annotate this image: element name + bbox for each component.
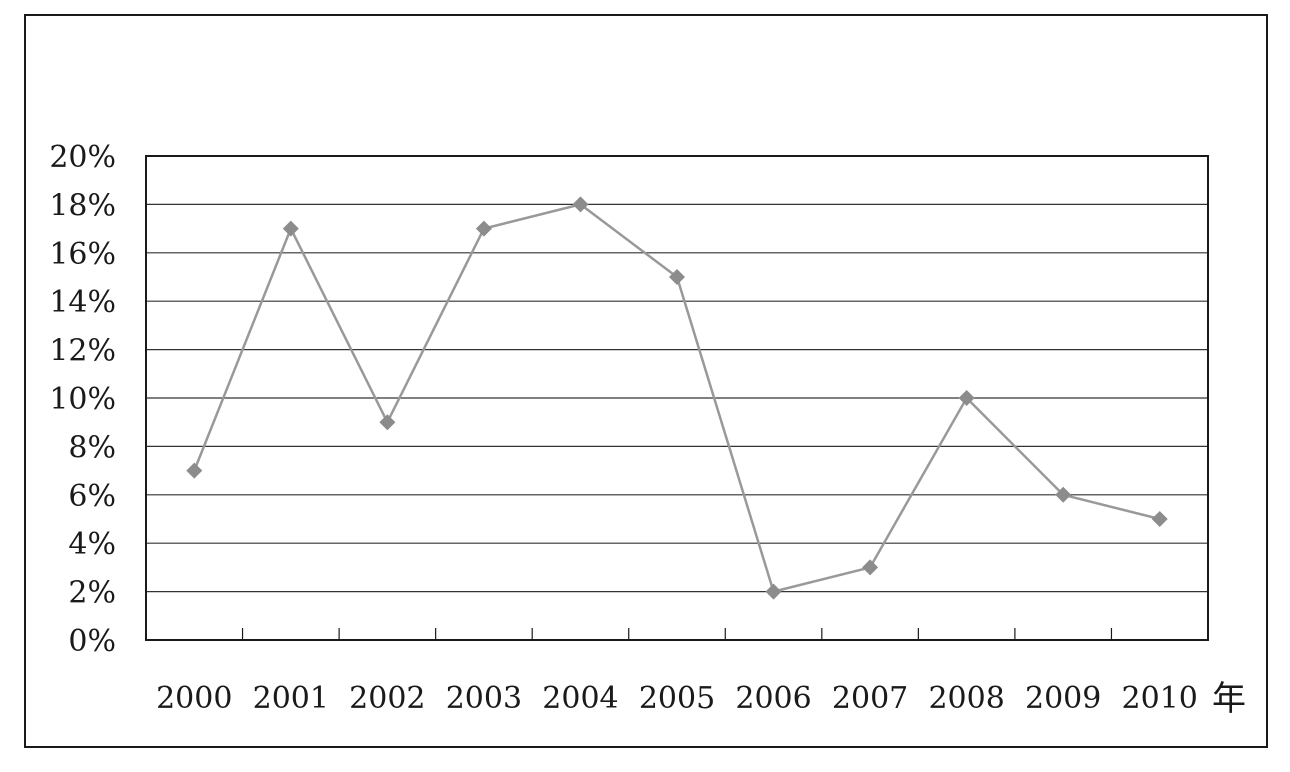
data-point-marker bbox=[862, 559, 879, 576]
x-tick-label: 2007 bbox=[832, 681, 908, 716]
y-axis-tick-labels: 0% 2% 4% 6% 8% 10% 12% 14% 16% 18% 20% bbox=[49, 140, 116, 659]
y-tick-label: 14% bbox=[49, 285, 116, 320]
x-tick-label: 2001 bbox=[253, 681, 329, 716]
data-point-marker bbox=[186, 462, 203, 479]
x-tick-label: 2002 bbox=[349, 681, 425, 716]
data-point-marker bbox=[958, 390, 975, 406]
y-tick-label: 12% bbox=[49, 334, 116, 369]
data-point-marker bbox=[669, 269, 685, 285]
x-tick-label: 2005 bbox=[639, 681, 715, 716]
y-tick-label: 10% bbox=[49, 382, 116, 417]
x-tick-label: 2010 bbox=[1122, 681, 1198, 716]
x-axis-ticks bbox=[241, 628, 1113, 640]
data-point-marker bbox=[282, 220, 299, 237]
x-tick-label: 2009 bbox=[1025, 681, 1101, 716]
y-tick-label: 8% bbox=[68, 430, 116, 465]
y-tick-label: 0% bbox=[68, 624, 116, 659]
data-point-marker bbox=[379, 414, 396, 431]
plot-area-border bbox=[145, 155, 1209, 641]
x-tick-label: 2004 bbox=[542, 681, 618, 716]
x-axis-tick-labels: 2000 2001 2002 2003 2004 2005 2006 2007 2008 2009… bbox=[156, 681, 1198, 716]
data-markers bbox=[186, 196, 1168, 600]
y-tick-label: 2% bbox=[68, 576, 116, 611]
y-tick-label: 6% bbox=[68, 479, 116, 514]
data-point-marker bbox=[475, 220, 492, 237]
y-tick-label: 20% bbox=[49, 140, 116, 175]
data-point-marker bbox=[1151, 511, 1168, 527]
chart-frame bbox=[24, 14, 1268, 748]
y-tick-label: 18% bbox=[49, 188, 116, 223]
y-tick-label: 16% bbox=[49, 237, 116, 272]
x-tick-label: 2000 bbox=[156, 681, 232, 716]
y-tick-label: 4% bbox=[68, 527, 116, 562]
gridlines bbox=[146, 203, 1208, 593]
x-tick-label: 2003 bbox=[446, 681, 522, 716]
data-point-marker bbox=[572, 196, 589, 213]
data-point-marker bbox=[1055, 486, 1072, 503]
x-axis-unit-label: 年 bbox=[1212, 679, 1246, 719]
x-tick-label: 2008 bbox=[928, 681, 1004, 716]
x-tick-label: 2006 bbox=[735, 681, 811, 716]
data-point-marker bbox=[765, 583, 782, 600]
